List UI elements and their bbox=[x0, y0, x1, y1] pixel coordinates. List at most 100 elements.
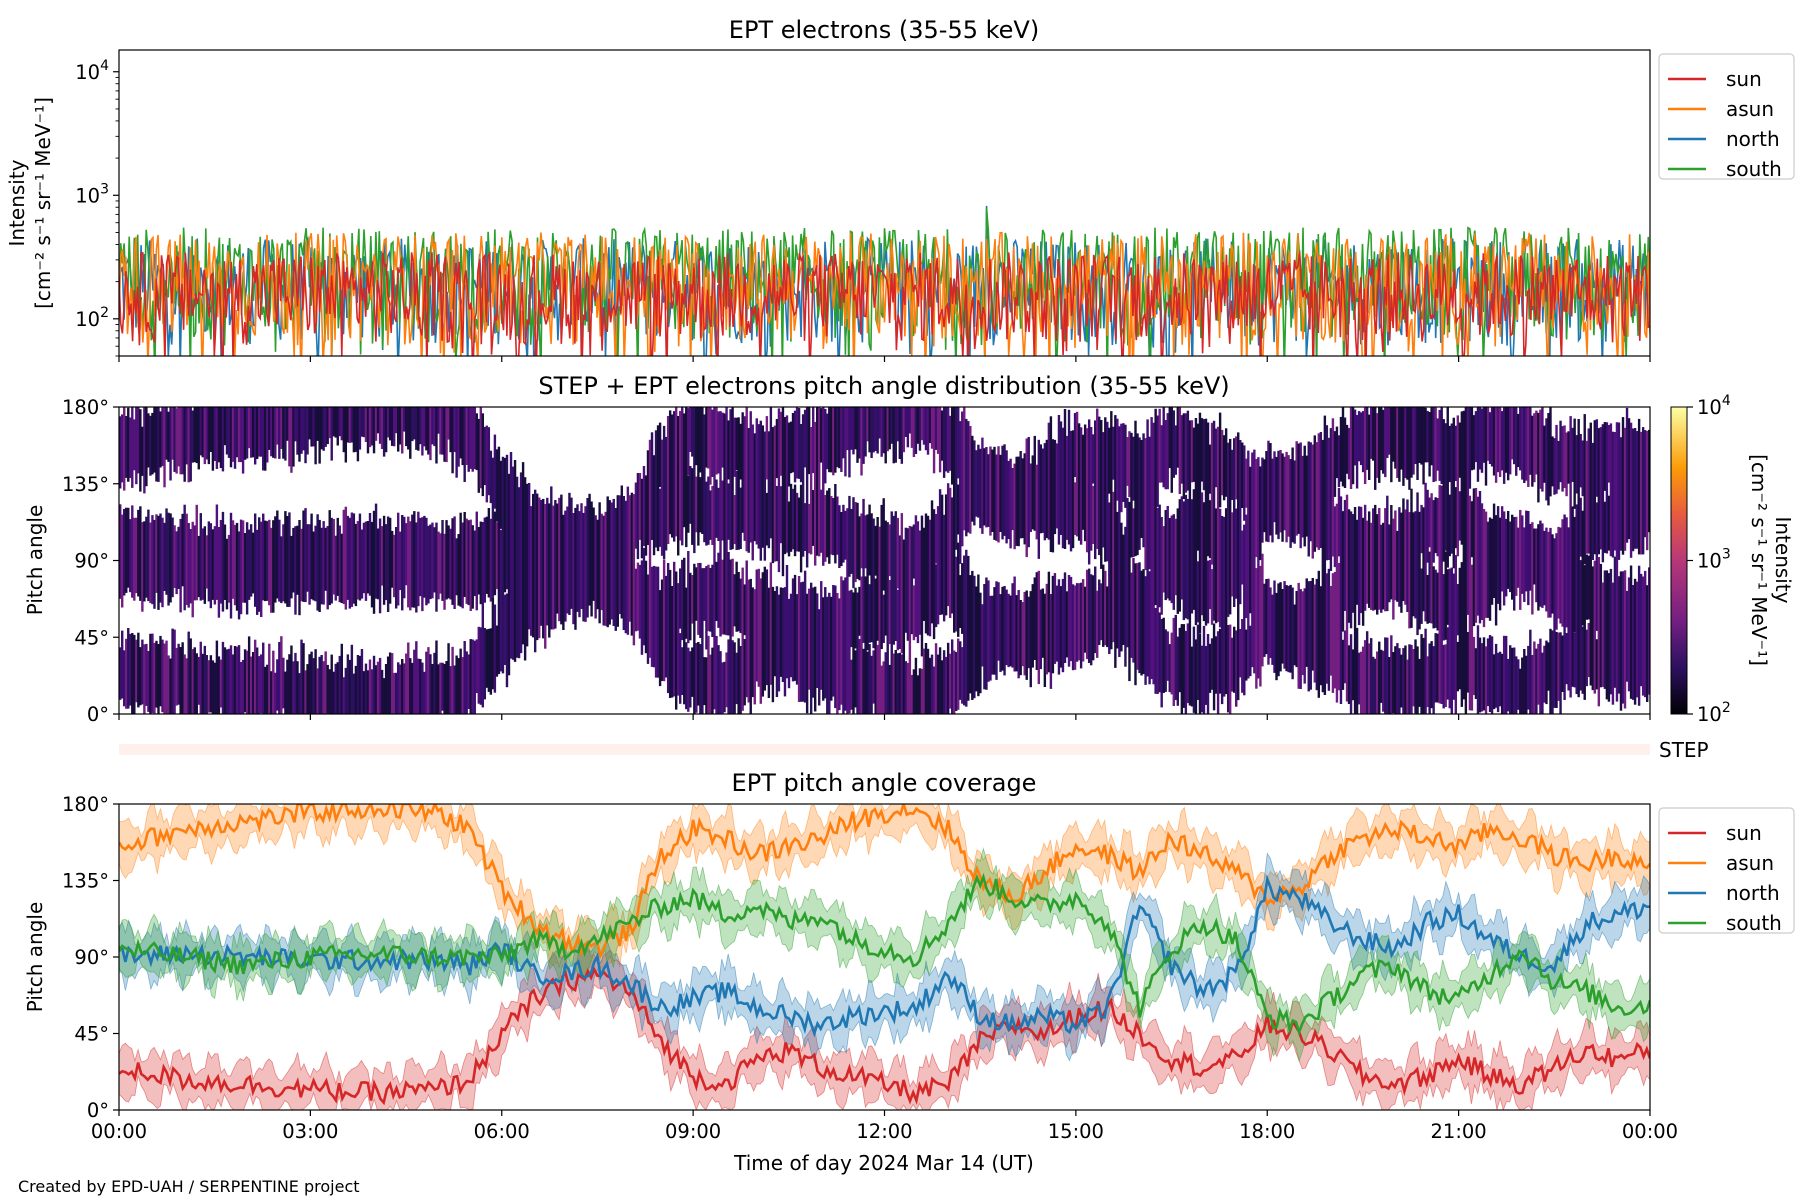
pad-cell bbox=[1184, 494, 1188, 619]
pad-cell bbox=[1315, 442, 1319, 548]
pad-cell bbox=[1436, 418, 1439, 471]
pad-cell bbox=[1577, 419, 1580, 698]
pad-cell bbox=[399, 407, 402, 445]
pad-cell bbox=[880, 665, 883, 714]
pad-cell bbox=[1535, 528, 1538, 603]
panel2-title: STEP + EPT electrons pitch angle distrib… bbox=[538, 372, 1229, 400]
pad-cell bbox=[961, 647, 964, 704]
pad-cell bbox=[1349, 634, 1353, 714]
pad-cell bbox=[1525, 510, 1528, 592]
pad-cell bbox=[1341, 511, 1345, 632]
pad-cell bbox=[1027, 437, 1030, 548]
pad-cell bbox=[280, 536, 283, 604]
pad-cell bbox=[457, 658, 460, 714]
pad-cell bbox=[1492, 503, 1496, 598]
pad-cell bbox=[916, 675, 920, 714]
pad-cell bbox=[906, 407, 910, 448]
pad-cell bbox=[1269, 587, 1272, 659]
pad-cell bbox=[1108, 502, 1111, 654]
pad-cell bbox=[868, 584, 871, 643]
pad-cell bbox=[1178, 407, 1182, 494]
pad-cell bbox=[888, 524, 891, 577]
pad-cell bbox=[149, 633, 152, 714]
pad-cell bbox=[296, 407, 299, 455]
pad-cell bbox=[1585, 554, 1588, 620]
pad-cell bbox=[525, 483, 529, 647]
pad-cell bbox=[1343, 500, 1347, 611]
pad-cell bbox=[1019, 600, 1022, 676]
x-tick-label: 06:00 bbox=[474, 1120, 530, 1143]
pad-cell bbox=[1235, 508, 1238, 599]
legend-label-sun: sun bbox=[1726, 821, 1762, 845]
pad-cell bbox=[761, 572, 765, 697]
pad-cell bbox=[1355, 415, 1359, 489]
pad-cell bbox=[437, 664, 440, 714]
pad-cell bbox=[711, 485, 714, 545]
pad-cell bbox=[1476, 407, 1480, 482]
pad-cell bbox=[435, 522, 438, 612]
colorbar-tick-label: 102 bbox=[1697, 700, 1731, 726]
pad-cell bbox=[848, 495, 851, 577]
pad-cell bbox=[1561, 635, 1564, 692]
pad-cell bbox=[1140, 439, 1143, 538]
pad-cell bbox=[1188, 420, 1192, 706]
pad-cell bbox=[1545, 640, 1548, 705]
pad-cell bbox=[1390, 635, 1393, 714]
pad-cell bbox=[1156, 415, 1159, 507]
pad-cell bbox=[1386, 637, 1389, 714]
pad-cell bbox=[473, 640, 476, 714]
panel3-title: EPT pitch angle coverage bbox=[732, 769, 1037, 797]
pad-cell bbox=[940, 494, 944, 615]
pad-cell bbox=[961, 563, 964, 634]
pad-cell bbox=[123, 407, 126, 491]
pad-cell bbox=[163, 522, 166, 591]
pad-cell bbox=[703, 414, 706, 543]
pad-cell bbox=[826, 413, 829, 470]
pad-cell bbox=[894, 650, 897, 714]
pad-cell bbox=[258, 656, 261, 714]
pad-cell bbox=[1478, 491, 1482, 624]
pad-cell bbox=[1180, 415, 1184, 484]
pad-cell bbox=[1063, 409, 1067, 549]
pad-cell bbox=[783, 417, 787, 555]
pad-cell bbox=[795, 407, 799, 479]
pad-cell bbox=[1341, 407, 1345, 487]
pad-cell bbox=[133, 517, 136, 601]
pad-cell bbox=[562, 514, 565, 630]
pad-cell bbox=[1527, 407, 1530, 487]
pad-cell bbox=[223, 647, 227, 714]
pad-cell bbox=[523, 477, 527, 661]
pad-cell bbox=[1595, 419, 1599, 497]
pad-cell bbox=[558, 497, 561, 622]
pad-cell bbox=[1557, 632, 1560, 701]
pad-cell bbox=[912, 669, 916, 714]
pad-cell bbox=[886, 407, 889, 452]
pad-cell bbox=[125, 416, 128, 478]
pad-cell bbox=[761, 425, 765, 548]
pad-cell bbox=[415, 641, 418, 714]
pad-cell bbox=[1392, 518, 1395, 620]
pad-cell bbox=[689, 466, 692, 524]
pad-cell bbox=[302, 643, 305, 714]
pad-cell bbox=[447, 525, 450, 599]
pad-cell bbox=[1120, 423, 1123, 513]
pad-cell bbox=[1567, 431, 1570, 484]
y-tick-label: 135° bbox=[62, 473, 109, 496]
pad-cell bbox=[1581, 440, 1584, 497]
pad-cell bbox=[709, 407, 712, 485]
pad-cell bbox=[1035, 572, 1038, 670]
pad-cell bbox=[1301, 591, 1304, 676]
pad-cell bbox=[368, 659, 372, 714]
pad-cell bbox=[1563, 425, 1566, 488]
pad-cell bbox=[364, 407, 368, 442]
pad-cell bbox=[920, 407, 924, 441]
pad-cell bbox=[231, 407, 235, 462]
pad-cell bbox=[1609, 568, 1613, 695]
pad-cell bbox=[151, 633, 154, 714]
pad-cell bbox=[737, 572, 740, 632]
pad-cell bbox=[455, 655, 458, 714]
pad-cell bbox=[493, 434, 497, 509]
pad-cell bbox=[1033, 435, 1036, 531]
pad-cell bbox=[1031, 455, 1034, 530]
panel2-x-ticks bbox=[118, 714, 1651, 720]
